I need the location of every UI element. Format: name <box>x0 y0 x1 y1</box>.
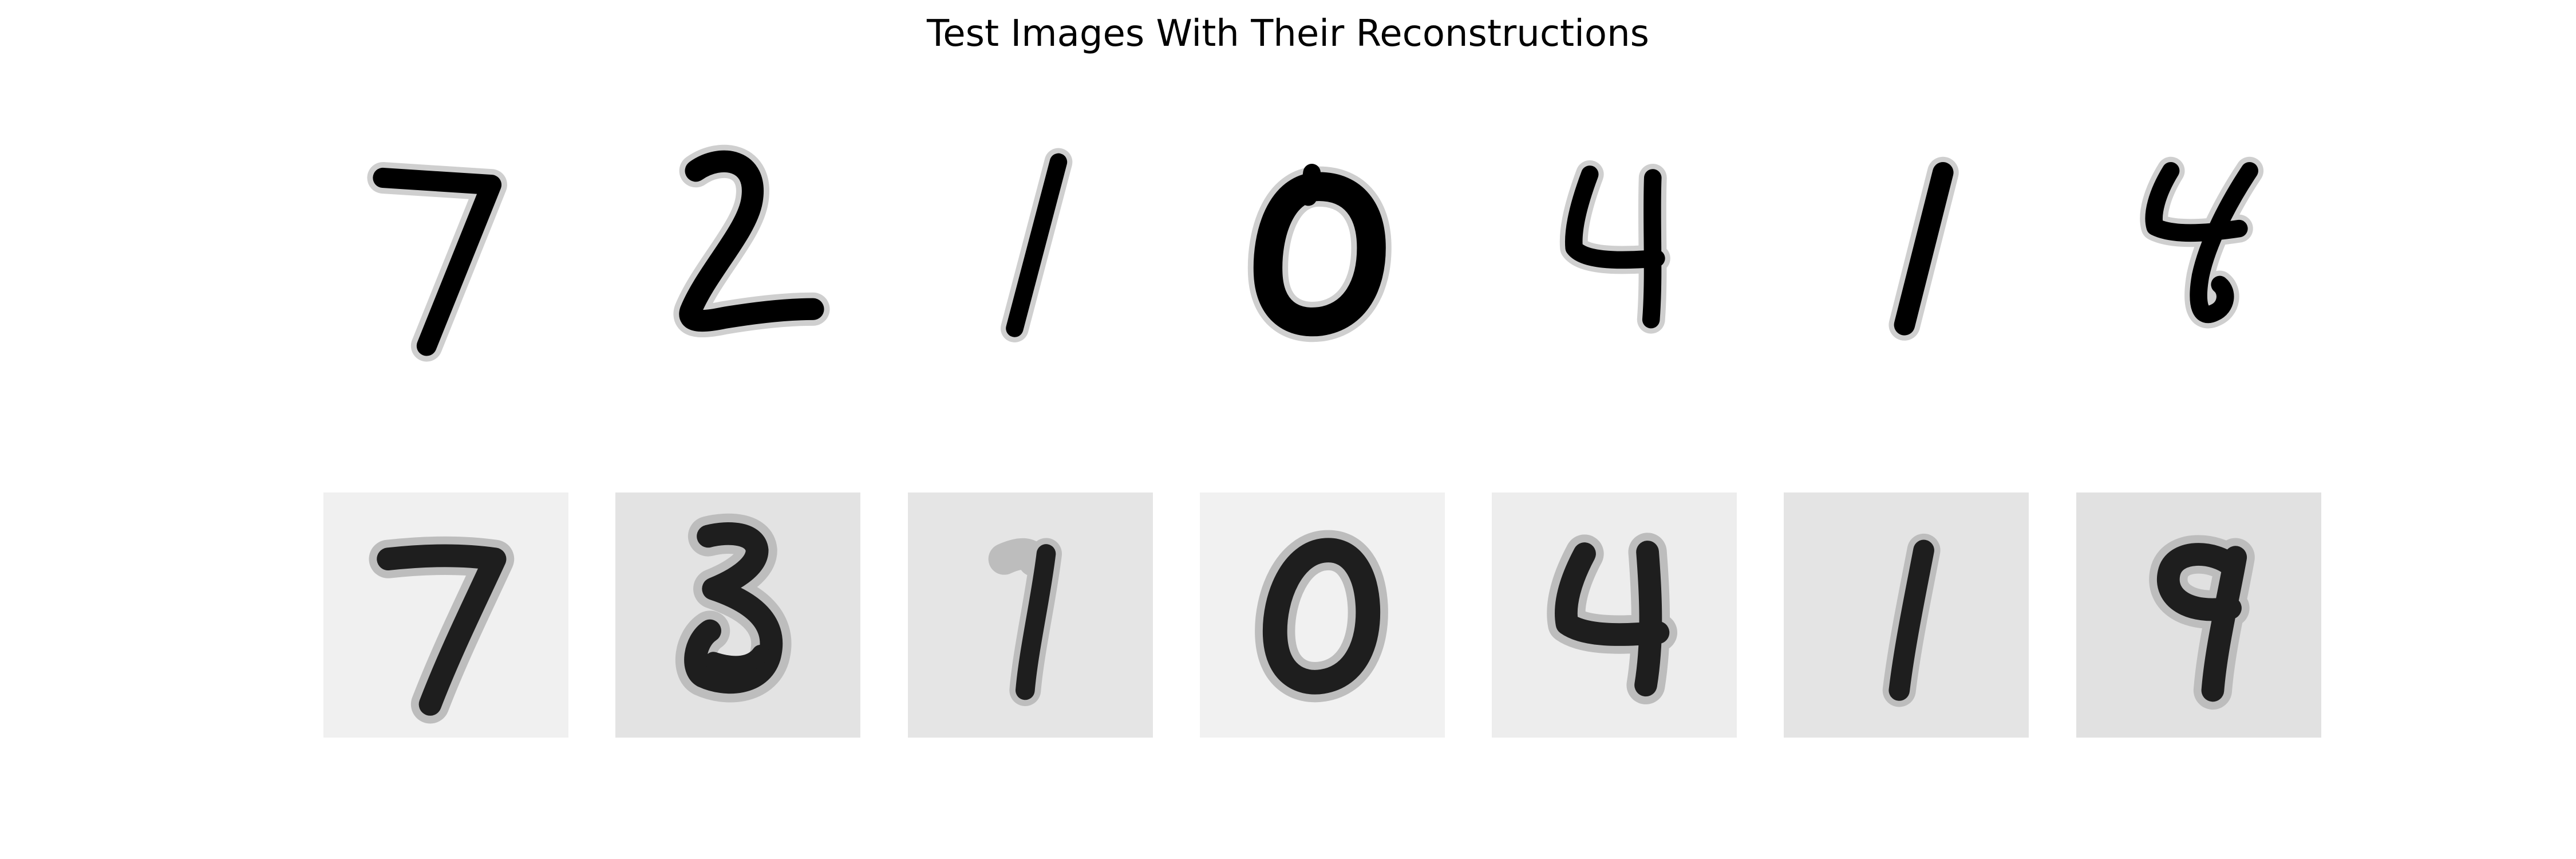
original-image-2 <box>615 132 860 377</box>
figure-title: Test Images With Their Reconstructions <box>927 13 1649 55</box>
reconstruction-image-1-second <box>1784 492 2029 738</box>
original-image-1 <box>908 132 1153 377</box>
reconstruction-1-image <box>988 538 1062 706</box>
reconstruction-0-image <box>1255 530 1388 703</box>
original-image-0 <box>1200 132 1445 377</box>
reconstruction-3-image <box>675 513 792 703</box>
reconstruction-9-image <box>2149 535 2255 710</box>
original-images-row <box>0 132 2576 379</box>
reconstruction-image-1 <box>908 492 1153 738</box>
digit-7-image <box>367 161 507 362</box>
digit-2-image <box>673 144 830 338</box>
reconstruction-image-0 <box>1200 492 1445 738</box>
reconstruction-4-image <box>1547 533 1678 704</box>
original-image-1-second <box>1784 132 2029 377</box>
reconstruction-1-image <box>1882 533 1941 707</box>
digit-4-image <box>1559 160 1670 334</box>
digit-4-image <box>2140 156 2264 329</box>
reconstruction-image-9 <box>2076 492 2321 738</box>
digit-1-image <box>1888 156 1959 341</box>
reconstruction-image-4 <box>1492 492 1737 738</box>
digit-1-image <box>1001 148 1073 342</box>
original-image-7 <box>323 132 568 377</box>
reconstruction-images-row <box>0 492 2576 739</box>
reconstruction-image-3 <box>615 492 860 738</box>
reconstruction-7-image <box>369 536 515 724</box>
reconstruction-image-7 <box>323 492 568 738</box>
original-image-4-second <box>2076 132 2321 377</box>
digit-0-image <box>1247 164 1392 342</box>
original-image-4 <box>1492 132 1737 377</box>
